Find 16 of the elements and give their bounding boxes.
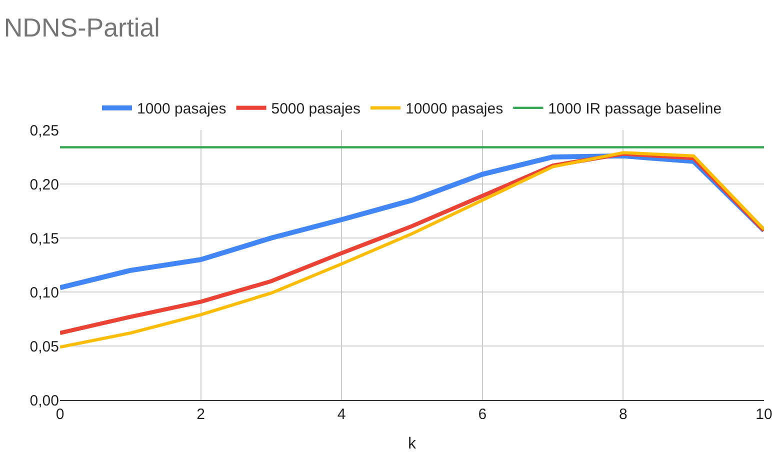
y-tick-label: 0,20 [30,176,59,194]
x-tick-label: 4 [337,406,346,423]
chart-title: NDNS-Partial [4,12,160,43]
legend-label: 1000 pasajes [137,100,226,118]
x-axis-title: k [408,436,417,453]
y-tick-label: 0,25 [30,122,59,140]
legend-label: 5000 pasajes [271,100,360,118]
y-tick-label: 0,10 [30,284,59,302]
x-tick-label: 10 [756,406,772,423]
y-tick-label: 0,05 [30,338,59,356]
x-tick-label: 2 [196,406,205,423]
y-tick-label: 0,15 [30,230,59,248]
legend-label: 10000 pasajes [406,100,504,118]
x-tick-label: 6 [478,406,487,423]
legend-label: 1000 IR passage baseline [548,100,722,118]
x-tick-label: 8 [619,406,628,423]
